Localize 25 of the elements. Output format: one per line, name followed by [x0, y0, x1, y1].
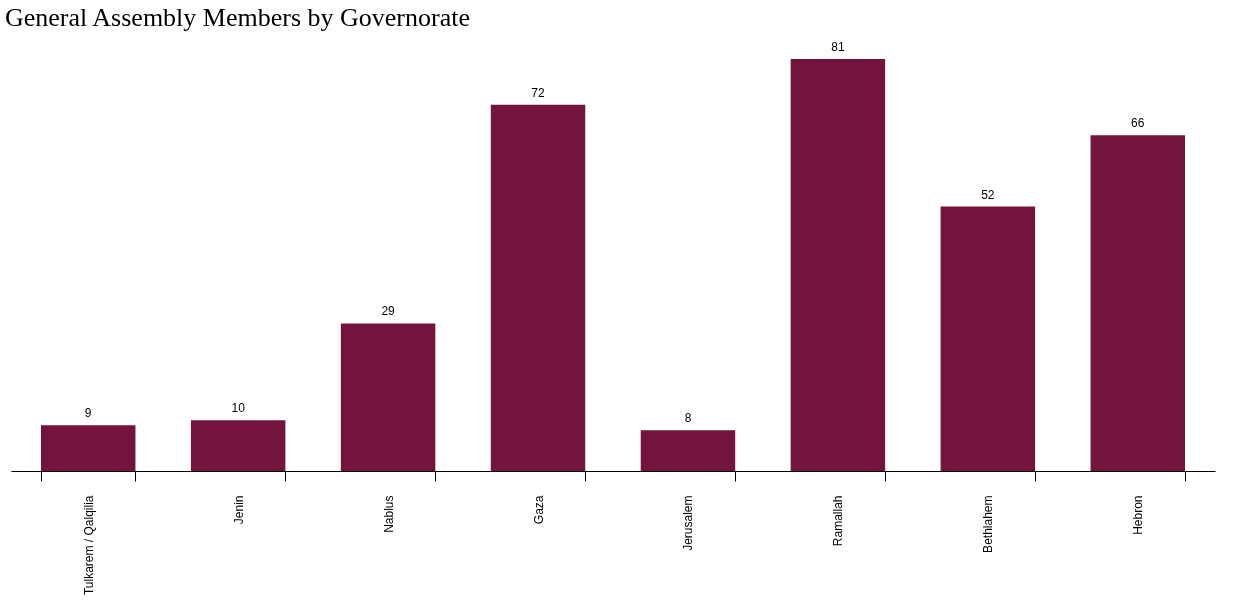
x-tick-label: Nablus	[381, 495, 396, 533]
data-label: 9	[84, 406, 92, 421]
data-label: 72	[531, 85, 546, 100]
x-tick-label: Hebron	[1131, 495, 1146, 535]
data-label: 66	[1131, 116, 1145, 131]
data-label: 81	[831, 40, 845, 54]
data-label: 52	[981, 187, 995, 202]
x-tick-label: Gaza	[531, 495, 546, 525]
bar	[640, 430, 736, 471]
bar	[340, 323, 436, 471]
x-tick-label: Jerusalem	[681, 495, 696, 551]
x-tick-label: Jenin	[231, 495, 246, 525]
x-tick-label: Tulkarem / Qalqilia	[81, 495, 96, 596]
bar	[940, 206, 1036, 471]
data-label: 29	[381, 304, 396, 319]
x-tick-label: Bethlahem	[981, 495, 996, 553]
bar	[490, 104, 586, 471]
bar	[790, 59, 886, 471]
data-label: 10	[231, 401, 246, 416]
data-label: 8	[684, 411, 692, 426]
bar	[1090, 135, 1186, 471]
x-tick-label: Ramallah	[831, 495, 846, 547]
bar	[190, 420, 286, 471]
bar	[40, 425, 136, 471]
chart-title: General Assembly Members by Governorate	[5, 3, 470, 32]
